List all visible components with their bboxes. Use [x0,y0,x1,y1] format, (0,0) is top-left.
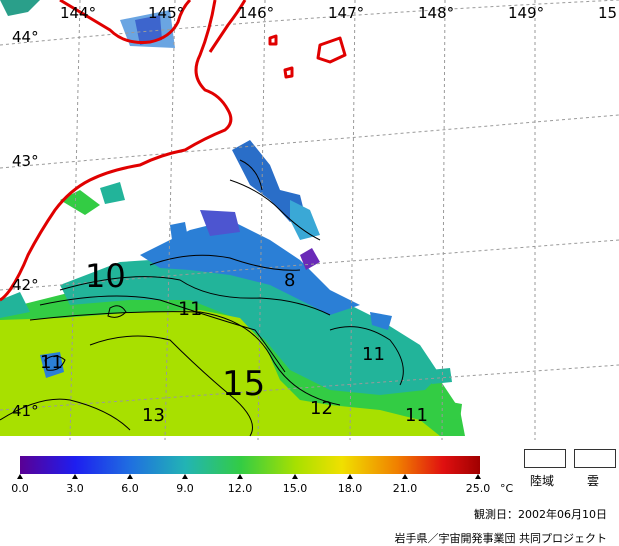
lon-label-149: 149° [508,4,545,22]
lat-label-44: 44° [12,28,39,46]
colorbar-tick-label: 12.0 [227,482,253,495]
land-legend-swatch [524,449,566,468]
colorbar-tick-mark [182,474,188,479]
contour-label: 11 [362,344,385,365]
colorbar-tick-label: 15.0 [282,482,308,495]
colorbar-tick-mark [402,474,408,479]
lon-label-144: 144° [60,4,97,22]
contour-lines [0,159,404,437]
lat-label-41: 41° [12,402,39,420]
contour-label: 15 [222,364,266,404]
sea-surface-temperature-map [0,0,619,440]
colorbar-tick-mark [475,474,481,479]
temperature-colorbar [20,456,480,474]
colorbar-tick-mark [237,474,243,479]
contour-label: 11 [40,352,63,373]
colorbar-tick-label: 6.0 [121,482,139,495]
colorbar-tick-mark [17,474,23,479]
contour-label: 13 [142,405,165,426]
coastline [0,0,347,302]
land-legend-label: 陸域 [530,474,555,488]
colorbar-tick-label: 9.0 [176,482,194,495]
lon-label-148: 148° [418,4,455,22]
colorbar-tick-label: 21.0 [392,482,418,495]
contour-label: 11 [405,405,428,426]
lon-label-150: 15 [598,4,618,22]
contour-label: 10 [85,257,126,295]
lon-label-147: 147° [328,4,365,22]
colorbar-tick-mark [127,474,133,479]
credit-line: 岩手県／宇宙開発事業団 共同プロジェクト [394,532,608,545]
colorbar-tick-label: 25.0 [465,482,491,495]
colorbar-tick-label: 18.0 [337,482,363,495]
colorbar-tick-label: 0.0 [11,482,29,495]
contour-label: 11 [178,298,203,320]
cloud-legend-label: 雲 [587,474,600,488]
lat-label-43: 43° [12,152,39,170]
colorbar-unit: °C [500,482,514,495]
colorbar-tick-mark [72,474,78,479]
colorbar-tick-label: 3.0 [66,482,84,495]
lat-label-42: 42° [12,276,39,294]
lon-label-146: 146° [238,4,275,22]
contour-label: 12 [310,398,333,419]
contour-label: 8 [284,270,296,291]
observation-date: 観測日：2002年06月10日 [474,508,607,521]
colorbar-tick-mark [347,474,353,479]
cloud-legend-swatch [574,449,616,468]
lon-label-145: 145° [148,4,185,22]
colorbar-tick-mark [292,474,298,479]
